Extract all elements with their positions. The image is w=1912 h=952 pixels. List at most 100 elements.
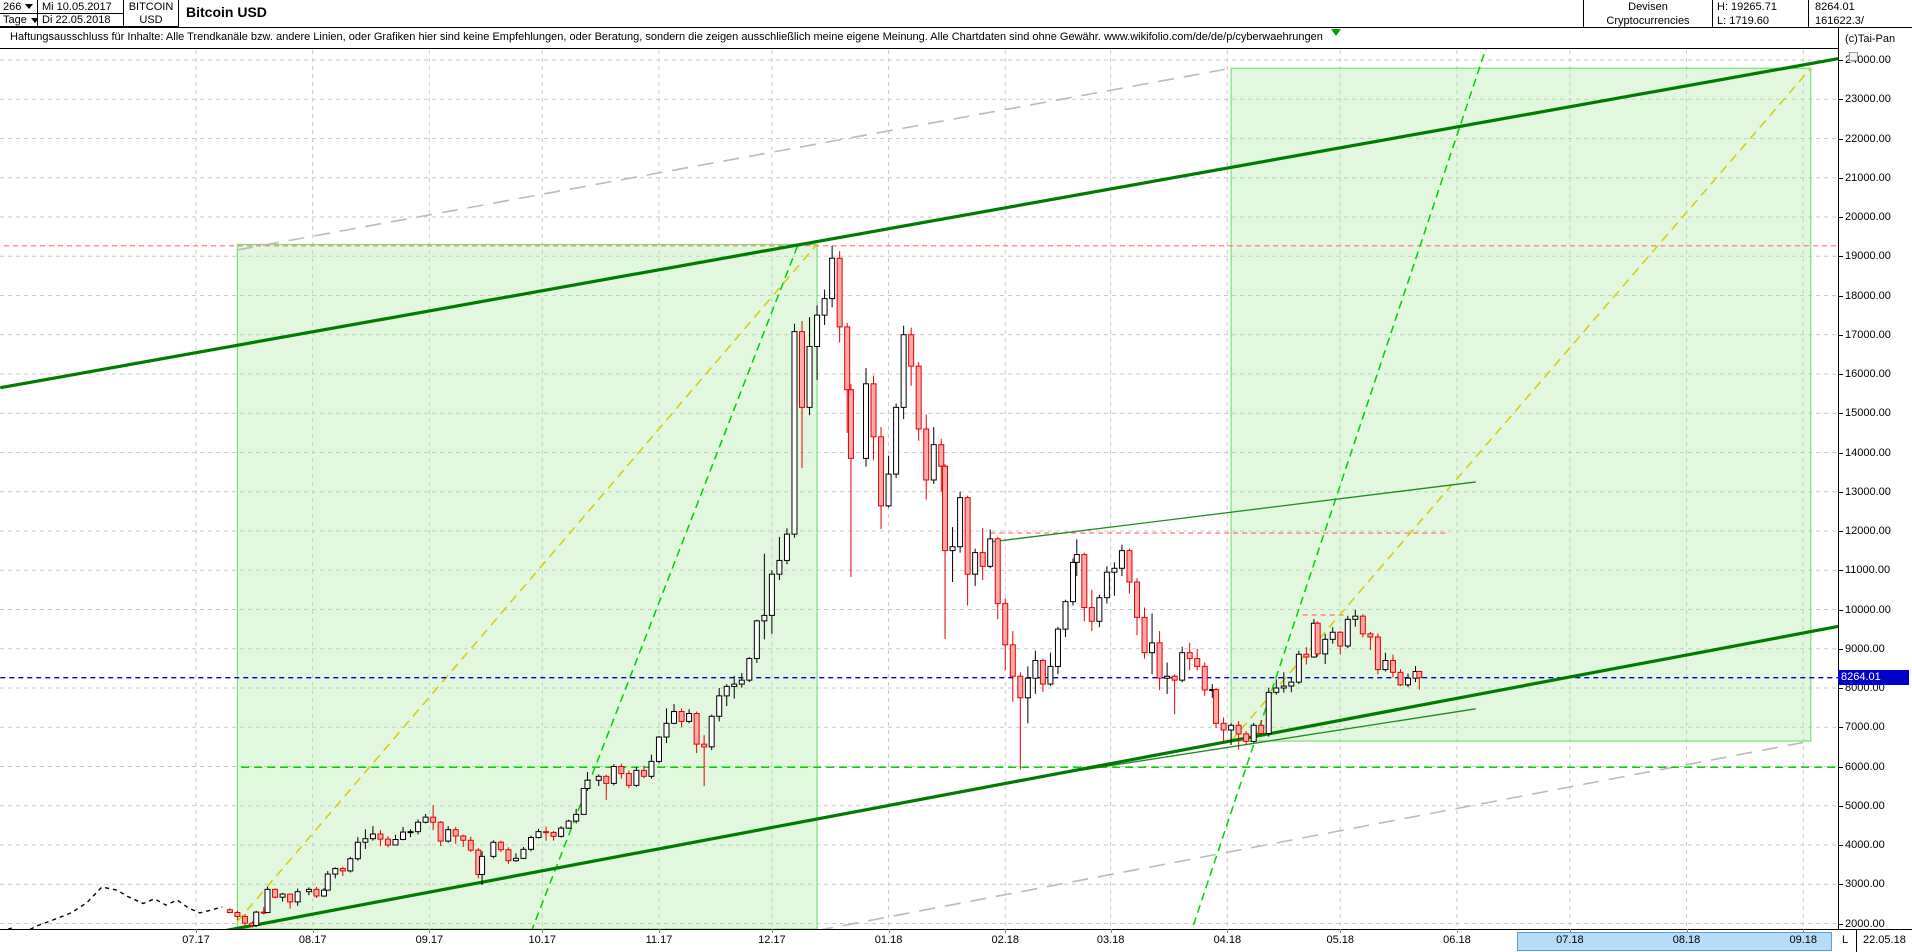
candle-up[interactable] — [527, 837, 534, 850]
candle-down[interactable] — [964, 497, 971, 575]
candle-up[interactable] — [1273, 687, 1280, 693]
candle-down[interactable] — [452, 829, 459, 837]
candle-up[interactable] — [1228, 724, 1235, 731]
candle-up[interactable] — [1280, 685, 1287, 689]
candle-up[interactable] — [655, 736, 662, 762]
candle-up[interactable] — [1118, 550, 1125, 569]
box-bottom-projection-gray[interactable] — [817, 740, 1811, 929]
candle-up[interactable] — [949, 546, 956, 552]
minor-resistance-green[interactable] — [990, 481, 1476, 543]
candle-up[interactable] — [1096, 597, 1103, 622]
candle-down[interactable] — [844, 326, 851, 391]
candle-up[interactable] — [535, 831, 542, 839]
candle-down[interactable] — [1337, 631, 1344, 647]
candle-down[interactable] — [908, 334, 915, 367]
candle-up[interactable] — [885, 473, 892, 507]
candle-up[interactable] — [354, 841, 361, 860]
candle-up[interactable] — [1322, 638, 1329, 655]
candle-up[interactable] — [738, 679, 745, 685]
candle-down[interactable] — [693, 713, 700, 745]
candle-up[interactable] — [1344, 618, 1351, 647]
candle-down[interactable] — [994, 538, 1001, 605]
candle-down[interactable] — [1081, 554, 1088, 609]
candle-up[interactable] — [829, 257, 836, 300]
candle-up[interactable] — [686, 713, 693, 722]
candle-down[interactable] — [701, 743, 708, 748]
box-top-projection-gray[interactable] — [237, 67, 1232, 251]
trendline-handle[interactable] — [1849, 52, 1858, 61]
candle-down[interactable] — [226, 909, 233, 914]
candle-up[interactable] — [332, 868, 339, 875]
candle-down[interactable] — [550, 831, 557, 837]
candle-up[interactable] — [1032, 660, 1039, 679]
candle-down[interactable] — [1243, 733, 1250, 742]
candle-up[interactable] — [305, 888, 312, 893]
candle-down[interactable] — [1126, 550, 1133, 583]
candle-down[interactable] — [942, 465, 949, 552]
candle-up[interactable] — [1103, 571, 1110, 599]
candle-up[interactable] — [761, 614, 768, 622]
candle-up[interactable] — [407, 831, 414, 834]
candle-down[interactable] — [505, 849, 512, 862]
candle-down[interactable] — [1186, 652, 1193, 660]
candle-up[interactable] — [708, 715, 715, 748]
candle-up[interactable] — [520, 848, 527, 859]
candle-up[interactable] — [580, 787, 587, 815]
candle-down[interactable] — [430, 816, 437, 823]
candle-down[interactable] — [1235, 724, 1242, 735]
candle-up[interactable] — [1070, 561, 1077, 603]
candle-down[interactable] — [1171, 675, 1178, 681]
candle-down[interactable] — [1141, 616, 1148, 654]
candle-down[interactable] — [1134, 581, 1140, 618]
candle-up[interactable] — [512, 857, 519, 862]
candle-up[interactable] — [610, 766, 617, 784]
candle-down[interactable] — [467, 839, 474, 851]
candle-up[interactable] — [573, 813, 580, 822]
candle-up[interactable] — [957, 497, 964, 548]
candle-down[interactable] — [1220, 722, 1227, 731]
candle-up[interactable] — [723, 685, 730, 697]
bars-count-dropdown[interactable]: 266 — [0, 0, 38, 14]
candle-up[interactable] — [320, 889, 327, 897]
symbol-cell[interactable]: BITCOIN — [124, 0, 179, 14]
candle-up[interactable] — [930, 444, 937, 481]
candle-down[interactable] — [640, 769, 647, 777]
candle-up[interactable] — [1382, 660, 1389, 671]
candle-down[interactable] — [836, 257, 843, 328]
candle-up[interactable] — [716, 695, 723, 717]
candle-up[interactable] — [422, 816, 429, 823]
candle-up[interactable] — [768, 573, 775, 616]
candle-down[interactable] — [603, 775, 610, 784]
candle-up[interactable] — [900, 334, 907, 408]
candle-down[interactable] — [618, 766, 625, 775]
period-dropdown[interactable]: Tage — [0, 14, 39, 27]
candle-up[interactable] — [1250, 724, 1257, 742]
candle-up[interactable] — [1352, 615, 1359, 620]
candle-up[interactable] — [362, 838, 369, 843]
candle-down[interactable] — [1017, 675, 1024, 699]
candle-down[interactable] — [287, 893, 294, 903]
candle-up[interactable] — [1111, 567, 1118, 573]
candle-down[interactable] — [1088, 607, 1095, 622]
candle-up[interactable] — [558, 827, 565, 837]
candle-up[interactable] — [648, 760, 655, 777]
candle-down[interactable] — [1359, 615, 1366, 635]
candle-down[interactable] — [377, 833, 384, 840]
candle-up[interactable] — [987, 538, 994, 567]
candle-up[interactable] — [671, 711, 678, 724]
candle-up[interactable] — [1295, 653, 1302, 683]
box-diagonal-yellow-2017[interactable] — [236, 243, 818, 923]
candle-down[interactable] — [1367, 633, 1374, 638]
candle-up[interactable] — [279, 893, 286, 898]
candle-up[interactable] — [1405, 677, 1412, 686]
candle-down[interactable] — [878, 436, 885, 507]
candle-up[interactable] — [862, 383, 869, 459]
candle-down[interactable] — [847, 389, 854, 459]
candle-down[interactable] — [339, 868, 346, 872]
candle-up[interactable] — [753, 620, 760, 660]
candle-up[interactable] — [791, 331, 798, 535]
candle-down[interactable] — [1213, 689, 1220, 724]
candle-down[interactable] — [497, 841, 504, 851]
candle-down[interactable] — [1002, 603, 1009, 646]
candle-up[interactable] — [1149, 642, 1156, 654]
